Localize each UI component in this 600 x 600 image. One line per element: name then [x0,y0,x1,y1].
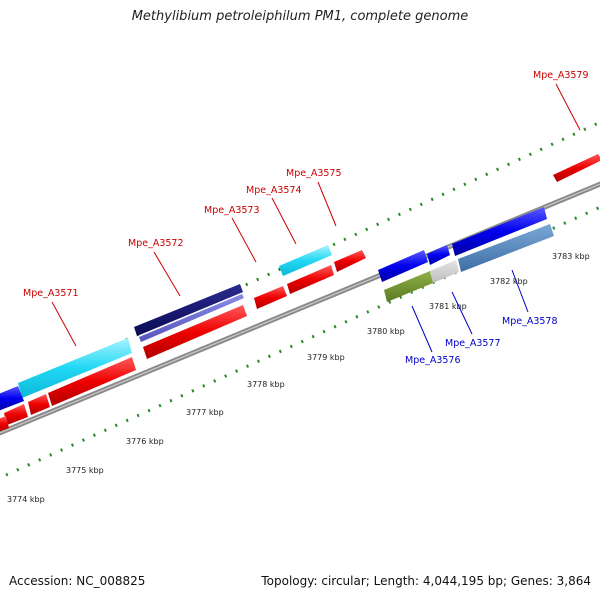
feature-orf-3575b [334,250,366,272]
forward-strand-features [0,154,600,432]
map-title: Methylibium petroleiphilum PM1, complete… [131,9,469,24]
feature-orf-3571c [28,394,50,415]
scale-label: 3782 kbp [490,277,528,286]
feature-orf-3578a [452,207,547,256]
feature-mpe-a3577 [430,260,459,283]
feature-orf-3571b [48,357,136,406]
gene-label-mpe-a3578: Mpe_A3578 [502,316,558,327]
scale-label: 3780 kbp [367,327,405,336]
gene-label-mpe-a3572: Mpe_A3572 [128,238,184,249]
scale-label: 3776 kbp [126,437,164,446]
scale-label: 3774 kbp [7,495,45,504]
scale-label: 3783 kbp [552,252,590,261]
feature-orf-3571e [0,386,24,411]
scale-label: 3781 kbp [429,302,467,311]
feature-mpe-a3572 [134,284,243,336]
gene-label-mpe-a3573: Mpe_A3573 [204,205,260,216]
feature-mpe-a3575 [279,245,332,276]
scale-label: 3777 kbp [186,408,224,417]
gene-label-mpe-a3575: Mpe_A3575 [286,168,342,179]
feature-mpe-a3571 [18,338,132,398]
gene-label-mpe-a3577: Mpe_A3577 [445,338,501,349]
reverse-strand-features [378,207,554,302]
feature-orf-3571d [4,404,28,425]
feature-mpe-a3572b [139,294,244,342]
feature-orf-3572c [143,305,247,359]
scale-label: 3779 kbp [307,353,345,362]
gene-labels: Mpe_A3579 Mpe_A3575 Mpe_A3574 Mpe_A3573 … [23,70,589,366]
gene-leader-lines [51,83,581,353]
accession-text: Accession: NC_008825 [9,574,146,588]
gene-label-mpe-a3574: Mpe_A3574 [246,185,302,196]
feature-mpe-a3574 [287,265,334,294]
feature-mpe-a3573 [254,286,287,309]
feature-orf-3576b [427,245,450,265]
scale-labels: 3774 kbp 3775 kbp 3776 kbp 3777 kbp 3778… [7,252,590,504]
genome-backbone [0,181,600,436]
gene-label-mpe-a3579: Mpe_A3579 [533,70,589,81]
genome-summary-text: Topology: circular; Length: 4,044,195 bp… [261,574,591,588]
gene-label-mpe-a3576: Mpe_A3576 [405,355,461,366]
gene-label-mpe-a3571: Mpe_A3571 [23,288,79,299]
feature-mpe-a3576 [384,271,433,302]
feature-orf-3571f [0,416,9,432]
feature-mpe-a3579 [553,154,600,182]
feature-orf-3576a [378,250,428,282]
feature-mpe-a3578 [458,224,554,272]
scale-label: 3775 kbp [66,466,104,475]
scale-label: 3778 kbp [247,380,285,389]
